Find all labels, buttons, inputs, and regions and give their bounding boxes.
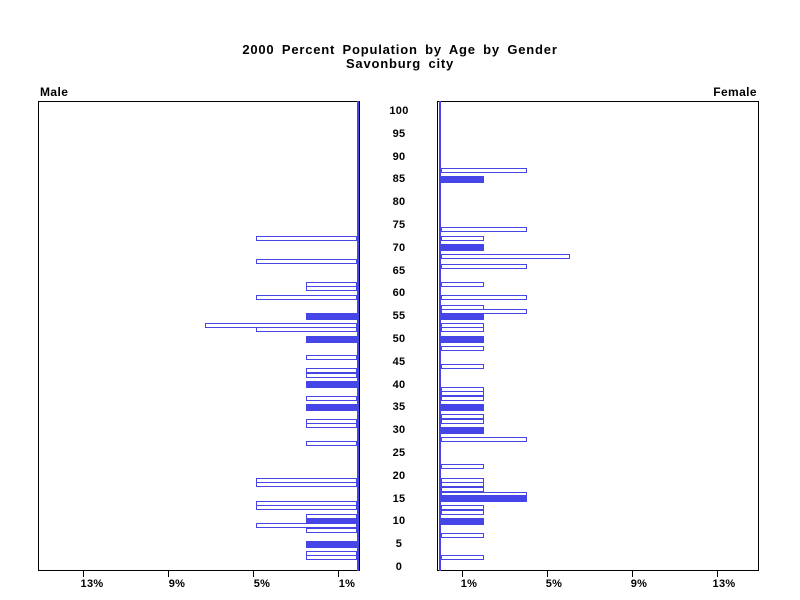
- male-bar-age-35: [306, 404, 357, 411]
- male-bar-age-9: [256, 523, 357, 528]
- male-bar-age-2: [306, 555, 357, 560]
- male-bar-age-18: [256, 482, 357, 487]
- female-bar-age-59: [441, 295, 527, 300]
- male-percent-tick-label: 1%: [338, 578, 356, 590]
- age-tick-label: 40: [392, 379, 406, 391]
- female-bar-age-68: [441, 254, 570, 259]
- male-bar-age-59: [256, 295, 357, 300]
- age-tick-label: 95: [392, 128, 406, 140]
- male-bar-age-8: [306, 528, 357, 533]
- age-tick-label: 100: [389, 105, 409, 117]
- female-bar-age-85: [441, 176, 484, 183]
- male-bar-age-37: [306, 396, 357, 401]
- female-bar-age-15: [441, 495, 527, 502]
- age-tick-label: 70: [392, 242, 406, 254]
- male-percent-tick-label: 5%: [253, 578, 271, 590]
- female-value-axis-line: [439, 101, 441, 571]
- female-percent-tick-label: 9%: [630, 578, 648, 590]
- female-bar-age-62: [441, 282, 484, 287]
- male-value-axis-line: [357, 101, 359, 571]
- male-bar-age-72: [256, 236, 357, 241]
- male-percent-tick: [338, 571, 339, 577]
- male-percent-tick-label: 9%: [168, 578, 186, 590]
- female-panel-label: Female: [713, 85, 757, 99]
- age-tick-label: 60: [392, 287, 406, 299]
- age-tick-label: 30: [392, 424, 406, 436]
- female-bar-age-70: [441, 244, 484, 251]
- male-bar-age-52: [256, 327, 357, 332]
- age-tick-label: 35: [392, 401, 406, 413]
- female-bar-age-66: [441, 264, 527, 269]
- male-bar-age-40: [306, 381, 357, 388]
- female-bar-age-44: [441, 364, 484, 369]
- male-panel-label: Male: [40, 85, 69, 99]
- female-bar-age-87: [441, 168, 527, 173]
- female-bar-age-52: [441, 327, 484, 332]
- female-bar-age-72: [441, 236, 484, 241]
- age-tick-label: 65: [392, 265, 406, 277]
- male-percent-tick: [83, 571, 84, 577]
- female-bar-age-56: [441, 309, 527, 314]
- female-bar-age-12: [441, 510, 484, 515]
- male-bar-age-31: [306, 423, 357, 428]
- female-bar-age-38: [441, 391, 484, 396]
- male-bar-age-55: [306, 313, 357, 320]
- age-tick-label: 50: [392, 333, 406, 345]
- age-tick-label: 75: [392, 219, 406, 231]
- female-percent-tick: [632, 571, 633, 577]
- female-bar-age-30: [441, 427, 484, 434]
- male-bar-age-42: [306, 373, 357, 378]
- chart-title: 2000 Percent Population by Age by Gender: [242, 42, 558, 57]
- female-percent-tick: [462, 571, 463, 577]
- female-bar-age-2: [441, 555, 484, 560]
- age-tick-label: 0: [395, 561, 403, 573]
- female-bar-age-13: [441, 505, 484, 510]
- age-tick-label: 55: [392, 310, 406, 322]
- male-percent-tick: [253, 571, 254, 577]
- male-bar-age-61: [306, 286, 357, 291]
- male-percent-tick: [168, 571, 169, 577]
- male-bar-age-5: [306, 541, 357, 548]
- chart-subtitle: Savonburg city: [345, 56, 455, 71]
- age-tick-label: 80: [392, 196, 406, 208]
- age-tick-label: 20: [392, 470, 406, 482]
- female-bar-age-10: [441, 518, 484, 525]
- female-bar-age-28: [441, 437, 527, 442]
- female-bar-age-55: [441, 313, 484, 320]
- male-bar-age-13: [256, 505, 357, 510]
- male-bar-age-43: [306, 368, 357, 373]
- female-percent-tick-label: 5%: [545, 578, 563, 590]
- age-tick-label: 90: [392, 151, 406, 163]
- female-percent-tick: [717, 571, 718, 577]
- male-bar-age-27: [306, 441, 357, 446]
- age-tick-label: 85: [392, 173, 406, 185]
- male-bar-age-46: [306, 355, 357, 360]
- age-tick-label: 25: [392, 447, 406, 459]
- female-bar-age-32: [441, 419, 484, 424]
- female-bar-age-33: [441, 414, 484, 419]
- age-tick-label: 10: [392, 515, 406, 527]
- female-bar-age-74: [441, 227, 527, 232]
- male-bar-age-50: [306, 336, 357, 343]
- female-bar-age-17: [441, 487, 484, 492]
- female-percent-tick-label: 13%: [712, 578, 736, 590]
- female-bar-age-50: [441, 336, 484, 343]
- male-bar-age-67: [256, 259, 357, 264]
- female-bar-age-48: [441, 346, 484, 351]
- male-bar-age-10: [306, 518, 357, 525]
- female-bar-age-18: [441, 482, 484, 487]
- female-bar-age-37: [441, 396, 484, 401]
- female-bar-age-7: [441, 533, 484, 538]
- female-bar-age-35: [441, 404, 484, 411]
- female-percent-tick-label: 1%: [460, 578, 478, 590]
- female-percent-tick: [547, 571, 548, 577]
- male-percent-tick-label: 13%: [80, 578, 104, 590]
- age-tick-label: 5: [395, 538, 403, 550]
- female-bar-age-22: [441, 464, 484, 469]
- age-tick-label: 15: [392, 493, 406, 505]
- age-tick-label: 45: [392, 356, 406, 368]
